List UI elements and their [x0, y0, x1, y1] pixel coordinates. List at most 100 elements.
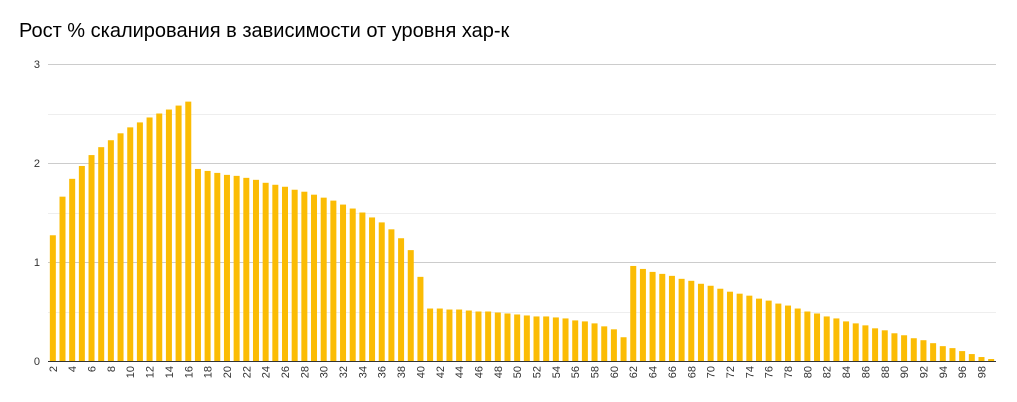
bar	[668, 275, 675, 361]
bar	[359, 212, 366, 361]
x-tick-label: 28	[299, 366, 311, 378]
bar	[581, 321, 588, 361]
bar	[988, 359, 995, 361]
bar	[194, 168, 201, 361]
bar	[485, 311, 492, 361]
x-tick-label: 52	[532, 366, 544, 378]
bar	[282, 186, 288, 361]
x-tick-label: 72	[725, 366, 737, 378]
x-tick-label: 62	[628, 366, 640, 378]
bar	[746, 295, 753, 361]
bar	[823, 316, 830, 361]
x-tick-label: 32	[338, 366, 350, 378]
x-tick-label: 40	[415, 366, 427, 378]
bar	[697, 283, 704, 361]
bar	[407, 250, 414, 361]
bar	[543, 316, 550, 361]
bar	[378, 222, 385, 361]
bar	[398, 238, 405, 361]
y-axis-ticks: 0 1 2 3	[34, 59, 40, 368]
bar	[872, 328, 879, 361]
bar	[862, 325, 869, 361]
x-tick-label: 46	[473, 366, 485, 378]
x-tick-label: 76	[764, 366, 776, 378]
bar	[69, 178, 76, 361]
bar	[814, 313, 821, 361]
bar	[959, 351, 966, 361]
x-tick-label: 48	[493, 366, 505, 378]
bar	[475, 311, 482, 361]
bar	[775, 303, 782, 361]
x-tick-label: 38	[396, 366, 408, 378]
x-tick-label: 92	[918, 366, 930, 378]
x-tick-label: 58	[590, 366, 602, 378]
bar	[736, 293, 743, 361]
bar	[291, 189, 298, 361]
x-tick-label: 18	[203, 366, 215, 378]
bar	[968, 354, 975, 361]
bar	[639, 268, 646, 361]
y-tick-label: 2	[34, 158, 40, 170]
gridlines	[48, 64, 996, 362]
x-tick-label: 60	[609, 366, 621, 378]
x-tick-label: 66	[667, 366, 679, 378]
x-tick-label: 10	[125, 366, 137, 378]
bar	[388, 229, 395, 361]
bar	[843, 321, 850, 361]
bar	[591, 323, 598, 361]
bar	[417, 276, 424, 361]
bar	[369, 217, 376, 361]
bar	[930, 343, 937, 361]
bar	[949, 348, 956, 361]
bars	[49, 101, 995, 362]
bar	[794, 308, 801, 361]
bar	[340, 204, 347, 361]
x-tick-label: 54	[551, 366, 563, 378]
x-tick-label: 86	[860, 366, 872, 378]
bar	[320, 197, 327, 361]
bar	[98, 147, 105, 361]
bar	[533, 316, 540, 361]
x-tick-label: 64	[648, 366, 660, 378]
bar	[456, 309, 463, 361]
bar	[262, 182, 269, 361]
x-tick-label: 96	[957, 366, 969, 378]
bar	[436, 308, 443, 361]
bar	[272, 184, 279, 361]
bar	[726, 291, 733, 361]
x-tick-label: 88	[880, 366, 892, 378]
bar	[243, 177, 250, 361]
x-tick-label: 98	[976, 366, 988, 378]
bar	[78, 165, 85, 361]
bar	[214, 172, 221, 361]
bar	[136, 122, 143, 361]
x-tick-label: 14	[164, 366, 176, 378]
bar	[939, 346, 946, 361]
x-tick-label: 80	[802, 366, 814, 378]
x-tick-label: 2	[48, 366, 60, 372]
x-tick-label: 74	[744, 366, 756, 378]
bar	[833, 318, 840, 361]
bar	[465, 310, 472, 361]
bar	[427, 308, 434, 361]
bar	[572, 320, 579, 361]
bar	[88, 155, 95, 361]
x-tick-label: 70	[706, 366, 718, 378]
bar	[785, 305, 792, 361]
x-tick-label: 22	[241, 366, 253, 378]
bar	[804, 311, 811, 361]
bar	[117, 133, 124, 361]
bar	[252, 179, 259, 361]
bar	[156, 113, 163, 361]
x-tick-label: 44	[454, 366, 466, 378]
x-tick-label: 24	[261, 366, 273, 378]
x-tick-label: 30	[319, 366, 331, 378]
bar	[107, 140, 114, 361]
x-tick-label: 78	[783, 366, 795, 378]
bar	[494, 312, 501, 361]
bar	[756, 298, 762, 361]
bar	[233, 175, 240, 361]
x-axis-ticks: 2 4 6 8 10 12 14 16 18 20 22 24 26 28 30 32 34 36 38 40 42 44…	[48, 366, 989, 378]
bar	[523, 315, 530, 361]
bar	[649, 271, 656, 361]
